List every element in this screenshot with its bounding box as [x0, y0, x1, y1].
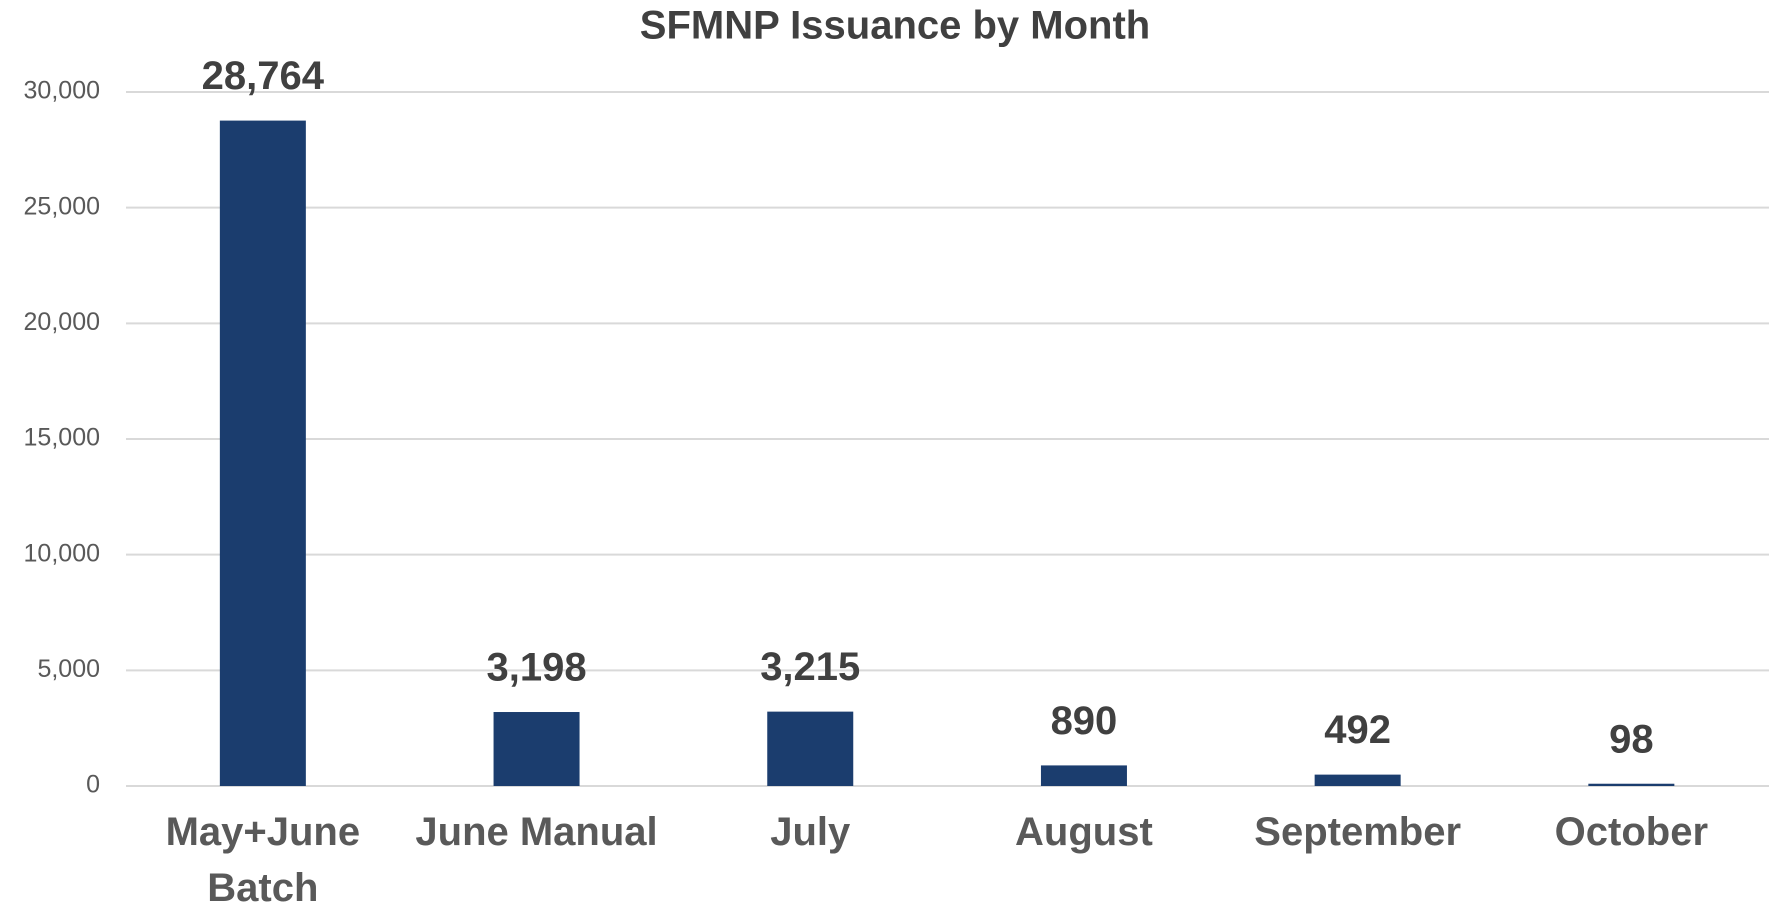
data-label: 890: [1051, 699, 1118, 743]
x-tick-label: August: [1015, 810, 1153, 854]
y-tick-label: 10,000: [24, 539, 100, 567]
x-tick-label: July: [770, 810, 851, 854]
data-label: 3,215: [760, 645, 860, 689]
bar: [1588, 783, 1675, 786]
data-label: 98: [1609, 717, 1654, 761]
data-label: 492: [1324, 708, 1391, 752]
bar: [219, 120, 306, 787]
y-tick-label: 30,000: [24, 77, 100, 105]
bar: [767, 711, 854, 786]
y-tick-label: 20,000: [24, 308, 100, 336]
y-tick-label: 5,000: [37, 655, 100, 683]
y-tick-label: 15,000: [24, 424, 100, 452]
data-label: 28,764: [202, 54, 325, 98]
x-tick-label: September: [1254, 810, 1462, 854]
y-tick-label: 0: [86, 771, 100, 799]
x-tick-label: May+June Batch: [165, 810, 361, 910]
x-tick-label: June Manual: [415, 810, 658, 854]
data-label: 3,198: [486, 646, 586, 690]
bar: [1314, 774, 1401, 786]
x-tick-label: October: [1554, 810, 1709, 854]
bar: [493, 712, 580, 786]
y-tick-label: 25,000: [24, 192, 100, 220]
bar: [1040, 765, 1127, 786]
chart-title: SFMNP Issuance by Month: [640, 4, 1150, 48]
